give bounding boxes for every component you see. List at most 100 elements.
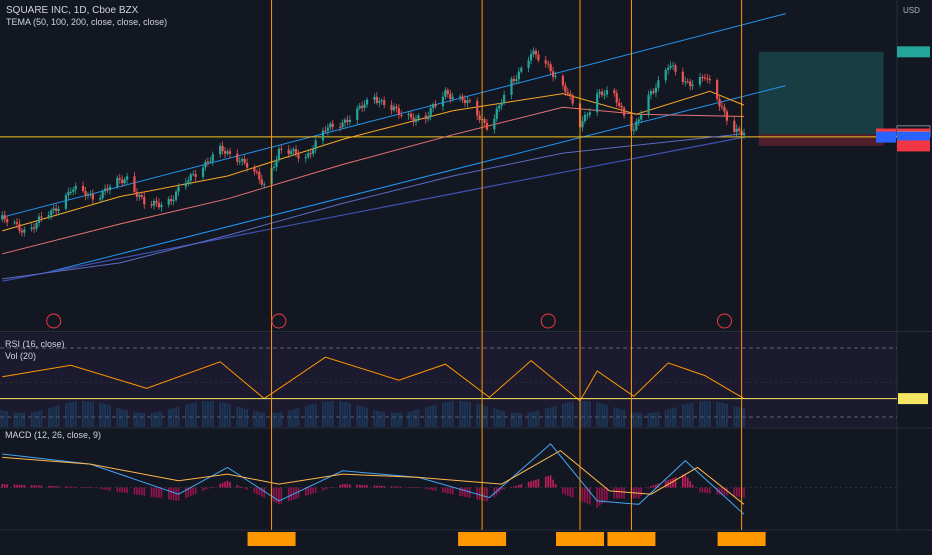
volume-bar xyxy=(461,401,464,427)
volume-bar xyxy=(221,402,224,427)
volume-bar xyxy=(588,401,591,427)
volume-bar xyxy=(192,402,195,427)
earnings-marker xyxy=(46,313,62,329)
candle-body xyxy=(703,77,706,79)
macd-histogram-bar xyxy=(589,487,591,505)
volume-bar xyxy=(637,412,640,427)
volume-bar xyxy=(172,408,175,427)
candle-body xyxy=(390,104,393,111)
earnings-markers[interactable] xyxy=(46,313,732,329)
volume-bar xyxy=(324,401,327,427)
candle-body xyxy=(91,193,94,200)
candle-body xyxy=(201,167,205,177)
macd-histogram-bar xyxy=(564,487,567,495)
candle-body xyxy=(226,151,229,154)
volume-bar xyxy=(253,411,256,427)
volume-bar xyxy=(603,404,606,427)
macd-histogram-bar xyxy=(532,480,535,488)
candle-body xyxy=(241,158,244,161)
candle-body xyxy=(206,161,210,163)
macd-histogram-bar xyxy=(346,484,349,488)
macd-histogram-bar xyxy=(664,480,667,488)
vertical-markers[interactable] xyxy=(271,0,743,530)
candle-body xyxy=(13,222,16,224)
macd-histogram-bar xyxy=(598,487,601,506)
volume-bar xyxy=(329,401,332,427)
volume-bar xyxy=(684,404,687,427)
candle-body xyxy=(243,158,246,163)
volume-bar xyxy=(424,407,427,427)
candle-body xyxy=(20,230,23,233)
candle-body xyxy=(432,104,435,109)
macd-histogram-bar xyxy=(432,487,434,491)
time-axis[interactable] xyxy=(247,532,766,546)
volume-bar xyxy=(13,412,16,427)
macd-histogram-bar xyxy=(427,487,430,490)
candle-body xyxy=(365,99,369,105)
tema-legend[interactable]: TEMA (50, 100, 200, close, close, close) xyxy=(6,17,167,27)
volume-bar xyxy=(417,409,420,427)
price-axis[interactable] xyxy=(898,393,928,405)
macd-legend[interactable]: MACD (12, 26, close, 9) xyxy=(5,430,101,440)
macd-histogram-bar xyxy=(155,487,158,498)
macd-histogram-bar xyxy=(606,487,608,501)
candle-body xyxy=(566,92,569,94)
macd-histogram-bar xyxy=(527,481,530,488)
candle-body xyxy=(157,202,161,208)
volume-bar xyxy=(407,411,410,427)
symbol-title[interactable]: SQUARE INC, 1D, Cboe BZX xyxy=(6,5,139,16)
candle-body xyxy=(654,87,658,93)
candle-body xyxy=(412,117,415,122)
macd-histogram-bar xyxy=(376,485,378,488)
macd-histogram-bar xyxy=(444,487,447,493)
macd-histogram-bar xyxy=(400,486,403,488)
volume-bar xyxy=(65,403,67,427)
candle-body xyxy=(466,100,469,103)
signal-line xyxy=(2,449,745,505)
volume-bar xyxy=(167,409,170,427)
volume-bar xyxy=(331,401,334,427)
candle-body xyxy=(407,113,410,116)
macd-histogram-bar xyxy=(483,487,486,501)
volume-bar xyxy=(561,403,564,427)
macd-histogram-bar xyxy=(209,487,212,488)
macd-histogram-bar xyxy=(84,487,87,488)
volume-bar xyxy=(290,410,293,427)
volume-bar xyxy=(194,402,197,427)
candle-body xyxy=(258,171,261,180)
candle-body xyxy=(103,188,107,192)
macd-histogram-bar xyxy=(718,487,721,495)
candle-body xyxy=(177,186,180,192)
volume-bar xyxy=(554,405,557,427)
candle-body xyxy=(635,121,638,130)
candle-body xyxy=(622,107,626,116)
candle-body xyxy=(106,188,109,191)
volume-bar xyxy=(38,410,40,427)
trend-lines[interactable] xyxy=(0,13,897,282)
macd-histogram-bar xyxy=(640,487,643,497)
tema-lines xyxy=(2,90,745,280)
macd-histogram-bar xyxy=(549,475,552,488)
macd-histogram-bar xyxy=(552,479,554,488)
macd-histogram-bar xyxy=(226,480,229,488)
candle-body xyxy=(170,199,173,202)
volume-bar xyxy=(652,412,655,427)
macd-histogram-bar xyxy=(466,487,469,498)
macd-histogram-bar xyxy=(373,485,376,488)
rsi-legend[interactable]: RSI (16, close) xyxy=(5,339,65,349)
macd-histogram-bar xyxy=(503,487,505,490)
macd-histogram-bar xyxy=(175,487,177,501)
vol-legend[interactable]: Vol (20) xyxy=(5,351,36,361)
macd-histogram-bar xyxy=(67,486,70,488)
macd-histogram-bar xyxy=(290,487,292,501)
volume-bar xyxy=(101,403,104,427)
candle-body xyxy=(603,94,606,96)
volume-bar xyxy=(703,401,706,427)
macd-histogram-bar xyxy=(109,487,111,491)
macd-histogram-bar xyxy=(447,487,449,494)
candle-body xyxy=(583,114,587,122)
candle-body xyxy=(686,81,689,83)
volume-bar xyxy=(6,411,9,427)
macd-histogram-bar xyxy=(510,487,513,488)
